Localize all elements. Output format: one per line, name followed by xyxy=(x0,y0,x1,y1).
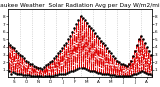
Title: Milwaukee Weather  Solar Radiation Avg per Day W/m2/minute: Milwaukee Weather Solar Radiation Avg pe… xyxy=(0,3,160,8)
